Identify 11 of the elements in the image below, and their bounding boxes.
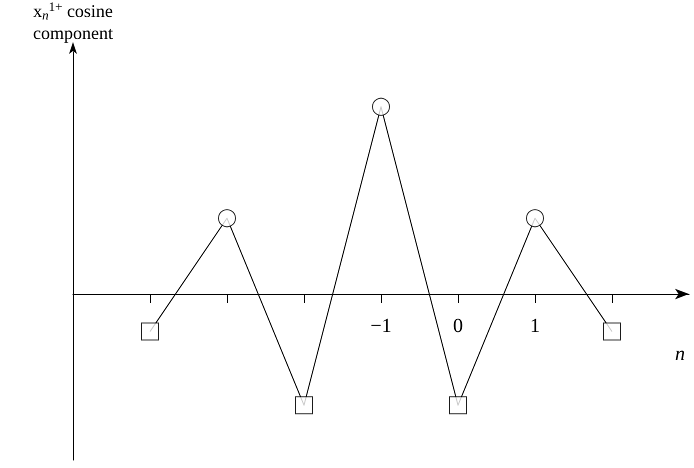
point bbox=[449, 396, 467, 414]
point bbox=[218, 209, 236, 228]
point bbox=[295, 396, 313, 414]
x-axis-title: n bbox=[675, 343, 685, 366]
x-tick-label: 1 bbox=[530, 315, 540, 338]
point bbox=[526, 209, 544, 228]
point bbox=[603, 322, 621, 341]
point bbox=[372, 98, 390, 116]
x-tick-label: 0 bbox=[453, 315, 463, 338]
point bbox=[141, 322, 159, 341]
x-tick-label: −1 bbox=[370, 315, 392, 338]
